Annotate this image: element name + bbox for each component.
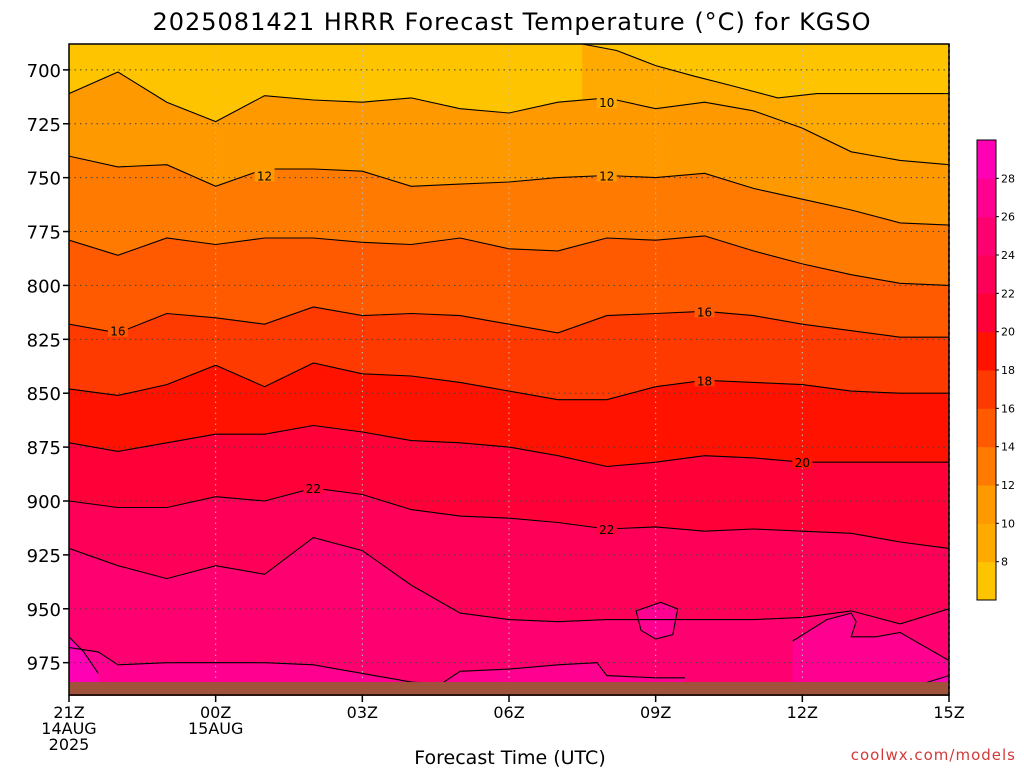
contour-label-bg xyxy=(254,168,275,182)
contour-label-bg xyxy=(596,95,617,109)
credit-text[interactable]: coolwx.com/models xyxy=(851,746,1016,764)
isotherm-8 xyxy=(582,44,949,99)
x-tick-label: 2025 xyxy=(49,735,90,754)
contour-label: 22 xyxy=(599,523,614,537)
y-tick-label: 800 xyxy=(27,276,61,297)
colorbar-swatch xyxy=(977,370,996,409)
colorbar-swatch xyxy=(977,178,996,218)
isotherm-12 xyxy=(69,155,949,226)
y-tick-label: 975 xyxy=(27,654,61,675)
contour-label: 12 xyxy=(257,169,272,183)
colorbar: 8 10 12 14 16 18 20 22 24 26 28 xyxy=(976,139,1015,601)
colorbar-tick-label: 22 xyxy=(1001,287,1015,300)
band-28 xyxy=(69,636,99,695)
colorbar-swatch xyxy=(977,293,996,333)
colorbar-swatch xyxy=(977,255,996,294)
terrain xyxy=(69,682,949,696)
colorbar-tick-label: 26 xyxy=(1001,211,1015,224)
colorbar-tick-label: 14 xyxy=(1001,441,1015,454)
y-tick-label: 850 xyxy=(27,384,61,405)
colorbar-swatch xyxy=(977,523,996,563)
contour-label-bg xyxy=(694,304,715,318)
contour-label: 12 xyxy=(599,169,614,183)
colorbar-tick-label: 20 xyxy=(1001,326,1015,339)
y-tick-label: 825 xyxy=(27,330,61,351)
colorbar-swatch xyxy=(977,331,996,371)
contour-label: 16 xyxy=(697,305,712,319)
isotherm-28 xyxy=(69,636,99,674)
colorbar-swatch xyxy=(977,446,996,486)
contour-label: 18 xyxy=(697,374,712,388)
x-tick-label: 14AUG xyxy=(41,719,96,738)
y-tick-label: 750 xyxy=(27,169,61,190)
plot-area: 10 12 12 16 16 18 20 22 22 xyxy=(68,43,950,696)
y-axis: 700 725 750 775 800 825 850 875 900 925 950 975 xyxy=(27,61,69,675)
x-tick-label: 21Z xyxy=(53,703,84,722)
y-tick-label: 775 xyxy=(27,223,61,244)
contour-labels: 10 12 12 16 16 18 20 22 22 xyxy=(107,95,813,537)
contour-fill-group xyxy=(69,44,949,695)
isotherm-26 xyxy=(792,612,949,661)
x-tick-label: 15Z xyxy=(933,703,964,722)
contour-label-bg xyxy=(596,522,617,536)
isotherm-18 xyxy=(69,362,949,401)
colorbar-tick-label: 16 xyxy=(1001,402,1015,415)
contour-label-bg xyxy=(303,481,324,495)
isotherm-22 xyxy=(69,487,949,549)
contour-label-bg xyxy=(596,168,617,182)
y-tick-label: 700 xyxy=(27,61,61,82)
x-tick-label: 12Z xyxy=(787,703,818,722)
colorbar-swatch xyxy=(977,561,996,601)
isotherm-lines xyxy=(69,44,949,692)
colorbar-tick-label: 8 xyxy=(1001,556,1008,569)
y-tick-label: 725 xyxy=(27,115,61,136)
band-26-closed xyxy=(636,602,678,639)
x-tick-label: 15AUG xyxy=(188,719,243,738)
x-tick-label: 00Z xyxy=(200,703,231,722)
colorbar-tick-label: 24 xyxy=(1001,249,1015,262)
isotherm-10 xyxy=(69,71,949,166)
x-tick-label: 06Z xyxy=(493,703,524,722)
colorbar-swatch xyxy=(977,140,996,179)
isotherm-16 xyxy=(69,306,949,338)
colorbar-tick-label: 10 xyxy=(1001,517,1015,530)
contour-label: 20 xyxy=(795,456,810,470)
x-axis-label: Forecast Time (UTC) xyxy=(414,747,605,768)
contour-label: 22 xyxy=(306,482,321,496)
isotherm-14 xyxy=(69,235,949,286)
contour-label-bg xyxy=(694,373,715,387)
chart-title: 2025081421 HRRR Forecast Temperature (°C… xyxy=(152,8,871,36)
x-tick-label: 09Z xyxy=(640,703,671,722)
colorbar-swatch xyxy=(977,408,996,448)
colorbar-tick-label: 18 xyxy=(1001,364,1015,377)
colorbar-swatch xyxy=(977,216,996,256)
contour-label-bg xyxy=(107,323,128,337)
y-tick-label: 925 xyxy=(27,546,61,567)
colorbar-swatch xyxy=(977,485,996,524)
y-tick-label: 950 xyxy=(27,600,61,621)
band-26 xyxy=(792,613,949,695)
colorbar-tick-label: 12 xyxy=(1001,479,1015,492)
terrain-band xyxy=(69,682,949,696)
y-tick-label: 875 xyxy=(27,438,61,459)
contour-label-bg xyxy=(792,455,813,469)
isotherm-26 xyxy=(635,601,679,640)
colorbar-tick-label: 28 xyxy=(1001,172,1015,185)
contour-label: 16 xyxy=(110,325,125,339)
y-tick-label: 900 xyxy=(27,492,61,513)
contour-label: 10 xyxy=(599,96,614,110)
x-tick-label: 03Z xyxy=(347,703,378,722)
band-24 xyxy=(69,537,949,695)
isotherm-24 xyxy=(69,536,949,625)
